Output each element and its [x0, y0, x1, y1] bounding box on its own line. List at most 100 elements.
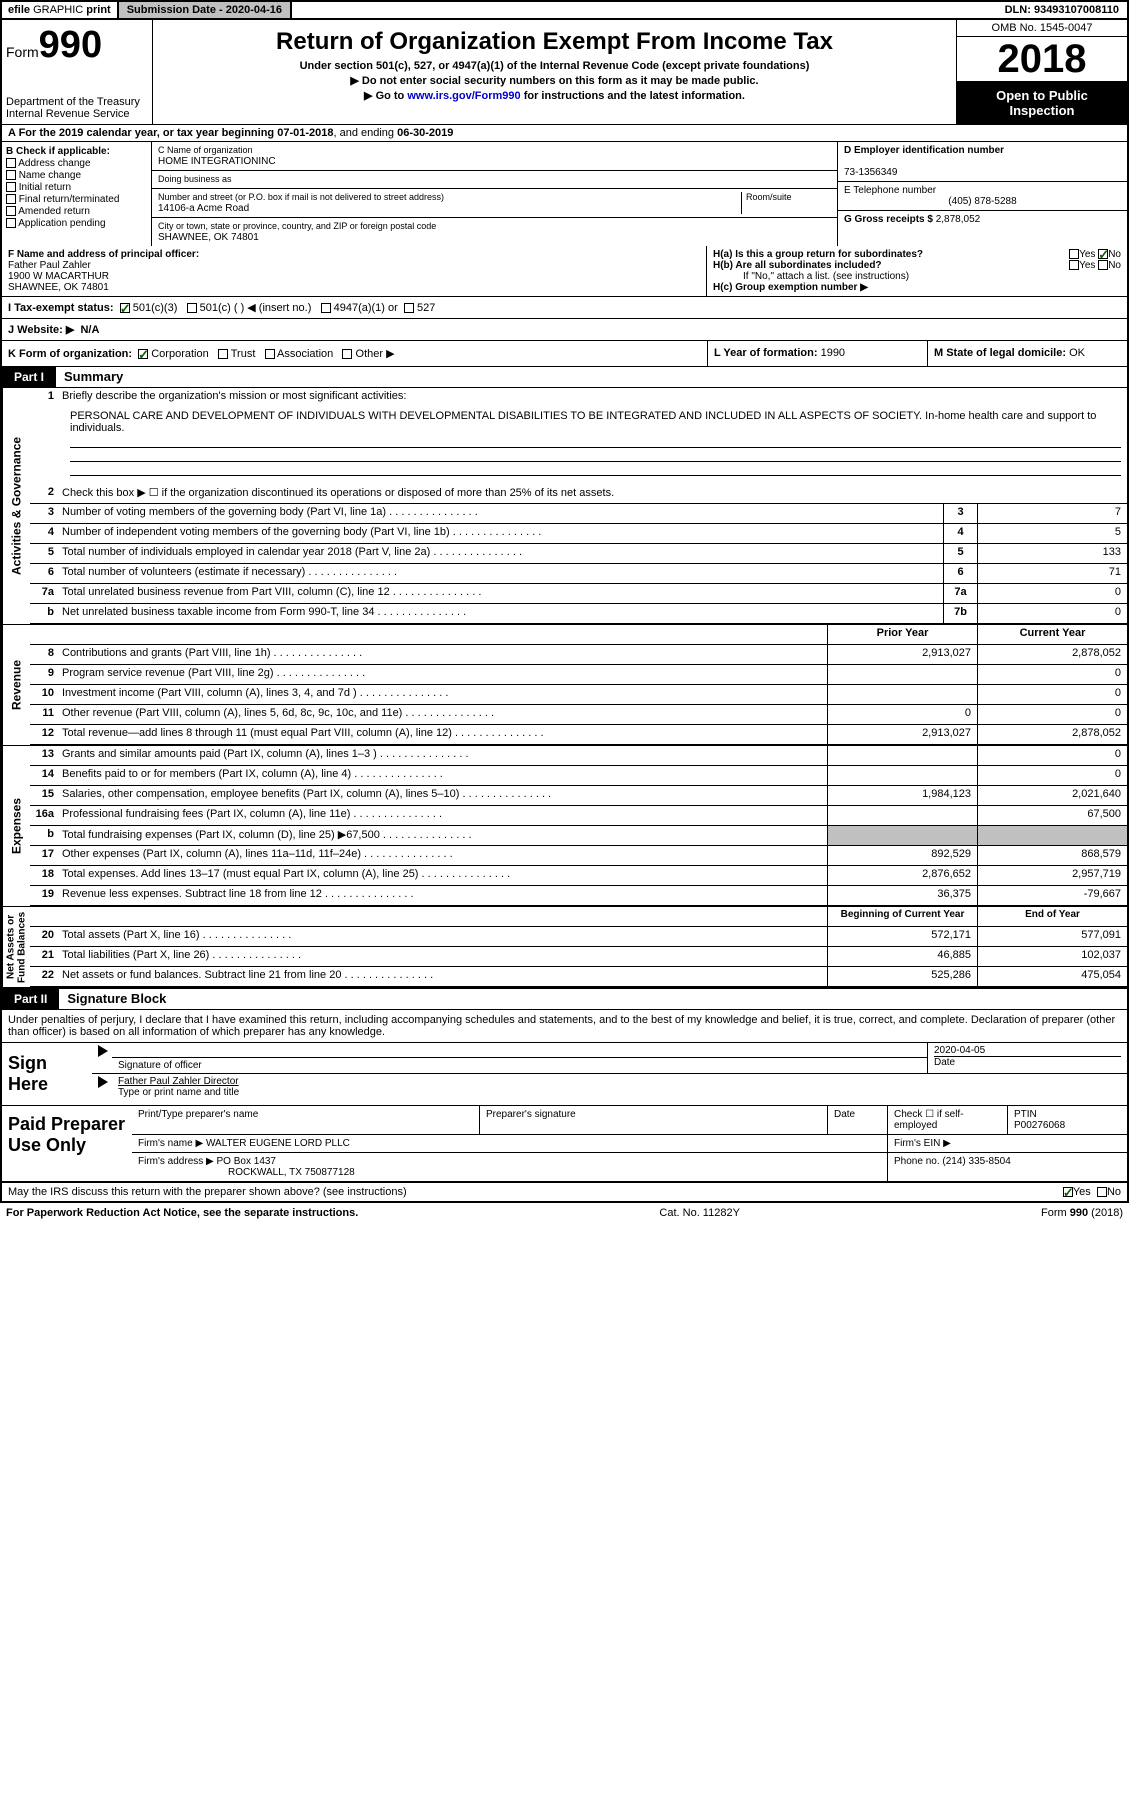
prep-selfemp: Check ☐ if self-employed	[887, 1106, 1007, 1134]
prep-sig: Preparer's signature	[479, 1106, 827, 1134]
chk-initial: Initial return	[6, 182, 147, 193]
prep-name: Print/Type preparer's name	[132, 1106, 479, 1134]
form-subtitle: Under section 501(c), 527, or 4947(a)(1)…	[161, 60, 948, 72]
table-row: bTotal fundraising expenses (Part IX, co…	[30, 826, 1127, 846]
box-k: K Form of organization: Corporation Trus…	[2, 341, 707, 366]
firm-name: Firm's name ▶ WALTER EUGENE LORD PLLC	[132, 1135, 887, 1152]
table-row: 9Program service revenue (Part VIII, lin…	[30, 665, 1127, 685]
discuss-row: May the IRS discuss this return with the…	[0, 1183, 1129, 1203]
footer-mid: Cat. No. 11282Y	[659, 1207, 740, 1219]
line-1-num: 1	[30, 388, 58, 408]
na-header-row: Beginning of Current Year End of Year	[30, 907, 1127, 927]
part-1-header: Part ISummary	[0, 367, 1129, 388]
table-row: 17Other expenses (Part IX, column (A), l…	[30, 846, 1127, 866]
table-row: 4Number of independent voting members of…	[30, 524, 1127, 544]
instr-1: ▶ Do not enter social security numbers o…	[161, 74, 948, 87]
box-m: M State of legal domicile: OK	[927, 341, 1127, 366]
table-row: 8Contributions and grants (Part VIII, li…	[30, 645, 1127, 665]
form-title: Return of Organization Exempt From Incom…	[161, 24, 948, 60]
table-row: 2Check this box ▶ ☐ if the organization …	[30, 484, 1127, 504]
side-revenue: Revenue	[2, 625, 30, 745]
dept-label: Department of the Treasury Internal Reve…	[6, 96, 148, 120]
side-netassets: Net Assets or Fund Balances	[2, 907, 30, 987]
part-2-header: Part IISignature Block	[0, 989, 1129, 1010]
prep-ptin: PTINP00276068	[1007, 1106, 1127, 1134]
footer: For Paperwork Reduction Act Notice, see …	[0, 1203, 1129, 1223]
city: City or town, state or province, country…	[152, 218, 837, 246]
revenue-section: Revenue Prior Year Current Year 8Contrib…	[0, 625, 1129, 746]
header-right: OMB No. 1545-0047 2018 Open to Public In…	[957, 20, 1127, 124]
submission-date: Submission Date - 2020-04-16	[117, 2, 292, 18]
street: Number and street (or P.O. box if mail i…	[152, 189, 837, 218]
firm-addr: Firm's address ▶ PO Box 1437ROCKWALL, TX…	[132, 1153, 887, 1181]
gross-receipts: G Gross receipts $ 2,878,052	[838, 211, 1127, 228]
top-bar: efile GRAPHIC print Submission Date - 20…	[0, 0, 1129, 20]
sign-here: Sign Here Signature of officer 2020-04-0…	[0, 1043, 1129, 1106]
efile-label: efile GRAPHIC print	[2, 2, 117, 18]
chk-name: Name change	[6, 170, 147, 181]
omb-number: OMB No. 1545-0047	[957, 20, 1127, 37]
form-number: Form990	[6, 24, 148, 67]
box-b: B Check if applicable: Address change Na…	[2, 142, 152, 246]
ein: D Employer identification number73-13563…	[838, 142, 1127, 182]
header-center: Return of Organization Exempt From Incom…	[152, 20, 957, 124]
footer-left: For Paperwork Reduction Act Notice, see …	[6, 1207, 358, 1219]
line-1-label: Briefly describe the organization's miss…	[58, 388, 1127, 408]
box-l: L Year of formation: 1990	[707, 341, 927, 366]
sig-officer-label: Signature of officer	[118, 1060, 202, 1071]
table-row: 18Total expenses. Add lines 13–17 (must …	[30, 866, 1127, 886]
line-a: A For the 2019 calendar year, or tax yea…	[0, 125, 1129, 142]
header-left: Form990 Department of the Treasury Inter…	[2, 20, 152, 124]
table-row: 13Grants and similar amounts paid (Part …	[30, 746, 1127, 766]
row-i: I Tax-exempt status: 501(c)(3) 501(c) ( …	[0, 297, 1129, 319]
table-row: 16aProfessional fundraising fees (Part I…	[30, 806, 1127, 826]
row-fh: F Name and address of principal officer:…	[0, 246, 1129, 297]
table-row: 15Salaries, other compensation, employee…	[30, 786, 1127, 806]
chk-pending: Application pending	[6, 218, 147, 229]
table-row: 21Total liabilities (Part X, line 26)46,…	[30, 947, 1127, 967]
chk-final: Final return/terminated	[6, 194, 147, 205]
row-j: J Website: ▶ N/A	[0, 319, 1129, 341]
sig-date: 2020-04-05	[934, 1045, 985, 1056]
firm-phone: Phone no. (214) 335-8504	[887, 1153, 1127, 1181]
table-row: bNet unrelated business taxable income f…	[30, 604, 1127, 624]
org-name: C Name of organizationHOME INTEGRATIONIN…	[152, 142, 837, 171]
table-row: 12Total revenue—add lines 8 through 11 (…	[30, 725, 1127, 745]
chk-amended: Amended return	[6, 206, 147, 217]
arrow-icon	[98, 1076, 108, 1088]
side-governance: Activities & Governance	[2, 388, 30, 624]
arrow-icon	[98, 1045, 108, 1057]
governance-section: Activities & Governance 1 Briefly descri…	[0, 388, 1129, 625]
box-b-label: B Check if applicable:	[6, 146, 147, 157]
form990-link[interactable]: www.irs.gov/Form990	[407, 90, 520, 102]
netassets-section: Net Assets or Fund Balances Beginning of…	[0, 907, 1129, 989]
table-row: 6Total number of volunteers (estimate if…	[30, 564, 1127, 584]
box-f: F Name and address of principal officer:…	[2, 246, 707, 296]
table-row: 3Number of voting members of the governi…	[30, 504, 1127, 524]
instr-2: ▶ Go to www.irs.gov/Form990 for instruct…	[161, 89, 948, 102]
col-header-row: Prior Year Current Year	[30, 625, 1127, 645]
tax-year: 2018	[957, 37, 1127, 82]
phone: E Telephone number(405) 878-5288	[838, 182, 1127, 211]
table-row: 20Total assets (Part X, line 16)572,1715…	[30, 927, 1127, 947]
table-row: 7aTotal unrelated business revenue from …	[30, 584, 1127, 604]
table-row: 5Total number of individuals employed in…	[30, 544, 1127, 564]
box-de: D Employer identification number73-13563…	[837, 142, 1127, 246]
box-h: H(a) Is this a group return for subordin…	[707, 246, 1127, 296]
mission-text: PERSONAL CARE AND DEVELOPMENT OF INDIVID…	[30, 408, 1127, 484]
dba: Doing business as	[152, 171, 837, 189]
table-row: 22Net assets or fund balances. Subtract …	[30, 967, 1127, 987]
box-c: C Name of organizationHOME INTEGRATIONIN…	[152, 142, 837, 246]
officer-name: Father Paul Zahler Director	[118, 1076, 239, 1087]
table-row: 14Benefits paid to or for members (Part …	[30, 766, 1127, 786]
table-row: 10Investment income (Part VIII, column (…	[30, 685, 1127, 705]
expenses-section: Expenses 13Grants and similar amounts pa…	[0, 746, 1129, 907]
open-public: Open to Public Inspection	[957, 82, 1127, 124]
table-row: 11Other revenue (Part VIII, column (A), …	[30, 705, 1127, 725]
row-klm: K Form of organization: Corporation Trus…	[0, 341, 1129, 367]
dln: DLN: 93493107008110	[997, 2, 1127, 18]
penalty-statement: Under penalties of perjury, I declare th…	[0, 1010, 1129, 1043]
header: Form990 Department of the Treasury Inter…	[0, 20, 1129, 125]
paid-preparer: Paid Preparer Use Only Print/Type prepar…	[0, 1106, 1129, 1183]
firm-ein: Firm's EIN ▶	[887, 1135, 1127, 1152]
